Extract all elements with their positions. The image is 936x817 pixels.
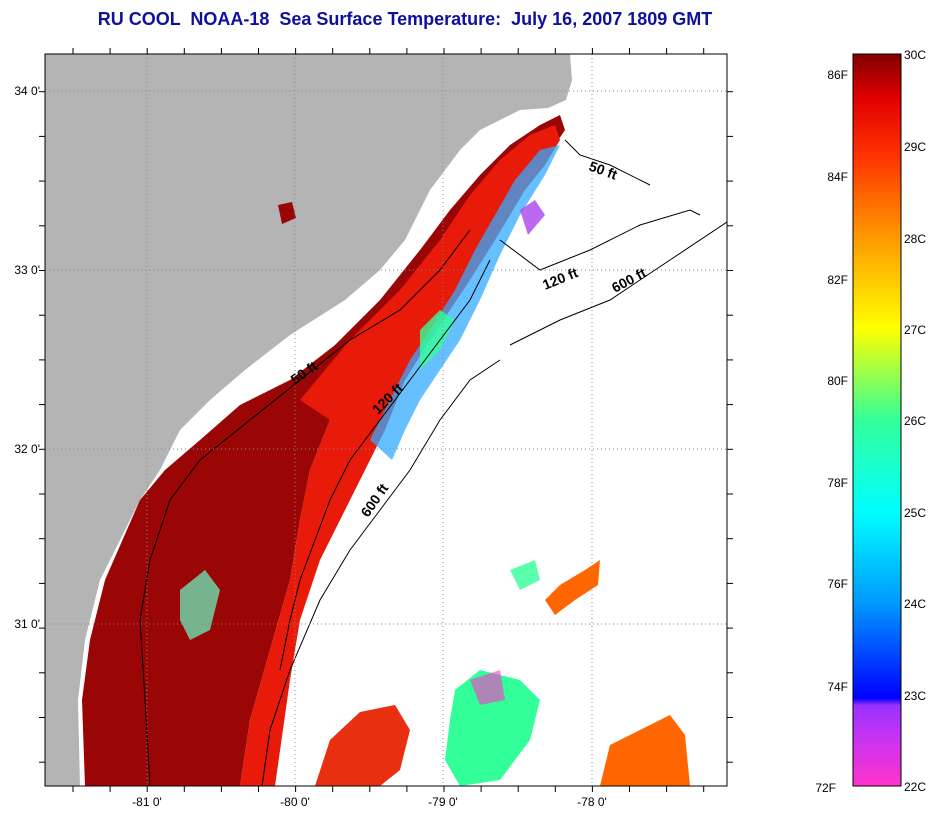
lon-tick-label: -80 0' xyxy=(280,795,310,809)
colorbar-frame xyxy=(852,53,902,787)
sst-inland-spot xyxy=(278,202,296,224)
contour-50ft xyxy=(139,139,651,786)
lat-tick-label: 32 0' xyxy=(14,442,40,456)
sst-patch-mid xyxy=(545,560,600,615)
contour-120ft xyxy=(279,209,701,671)
fahrenheit-label: 80F xyxy=(827,374,848,388)
contour-600ft xyxy=(261,221,727,786)
celsius-label: 22C xyxy=(904,780,926,794)
fahrenheit-label: 82F xyxy=(827,273,848,287)
fahrenheit-label: 76F xyxy=(827,577,848,591)
fahrenheit-label: 72F xyxy=(815,781,836,795)
celsius-label: 28C xyxy=(904,232,926,246)
map-frame xyxy=(44,53,728,787)
sst-patch-south-2 xyxy=(315,705,410,786)
sst-purple-patch xyxy=(520,200,545,235)
celsius-label: 27C xyxy=(904,323,926,337)
sst-red-band xyxy=(240,125,560,786)
fahrenheit-label: 74F xyxy=(827,680,848,694)
sst-patch-south-3 xyxy=(600,715,690,786)
fahrenheit-label: 84F xyxy=(827,170,848,184)
celsius-label: 30C xyxy=(904,48,926,62)
land-mass xyxy=(45,54,572,786)
lon-tick-label: -79 0' xyxy=(428,795,458,809)
sst-patch-mid-edge xyxy=(510,560,540,590)
celsius-label: 24C xyxy=(904,597,926,611)
lon-tick-label: -81 0' xyxy=(132,795,162,809)
sst-patch-cold-inshore xyxy=(180,570,220,640)
sst-patch-south-1b xyxy=(470,670,505,705)
celsius-label: 29C xyxy=(904,140,926,154)
fahrenheit-label: 78F xyxy=(827,476,848,490)
celsius-label: 23C xyxy=(904,689,926,703)
map-title: RU COOL NOAA-18 Sea Surface Temperature:… xyxy=(97,9,713,29)
celsius-label: 25C xyxy=(904,506,926,520)
grid-lines xyxy=(45,54,727,786)
lon-tick-label: -78 0' xyxy=(577,795,607,809)
fahrenheit-label: 86F xyxy=(827,68,848,82)
lat-tick-label: 31 0' xyxy=(14,617,40,631)
lat-tick-label: 33 0' xyxy=(14,263,40,277)
sst-cool-edge xyxy=(370,145,560,460)
celsius-label: 26C xyxy=(904,414,926,428)
colorbar xyxy=(853,54,901,786)
axis-ticks xyxy=(39,48,733,792)
sst-patch-south-1 xyxy=(445,670,540,786)
lat-tick-label: 34 0' xyxy=(14,84,40,98)
